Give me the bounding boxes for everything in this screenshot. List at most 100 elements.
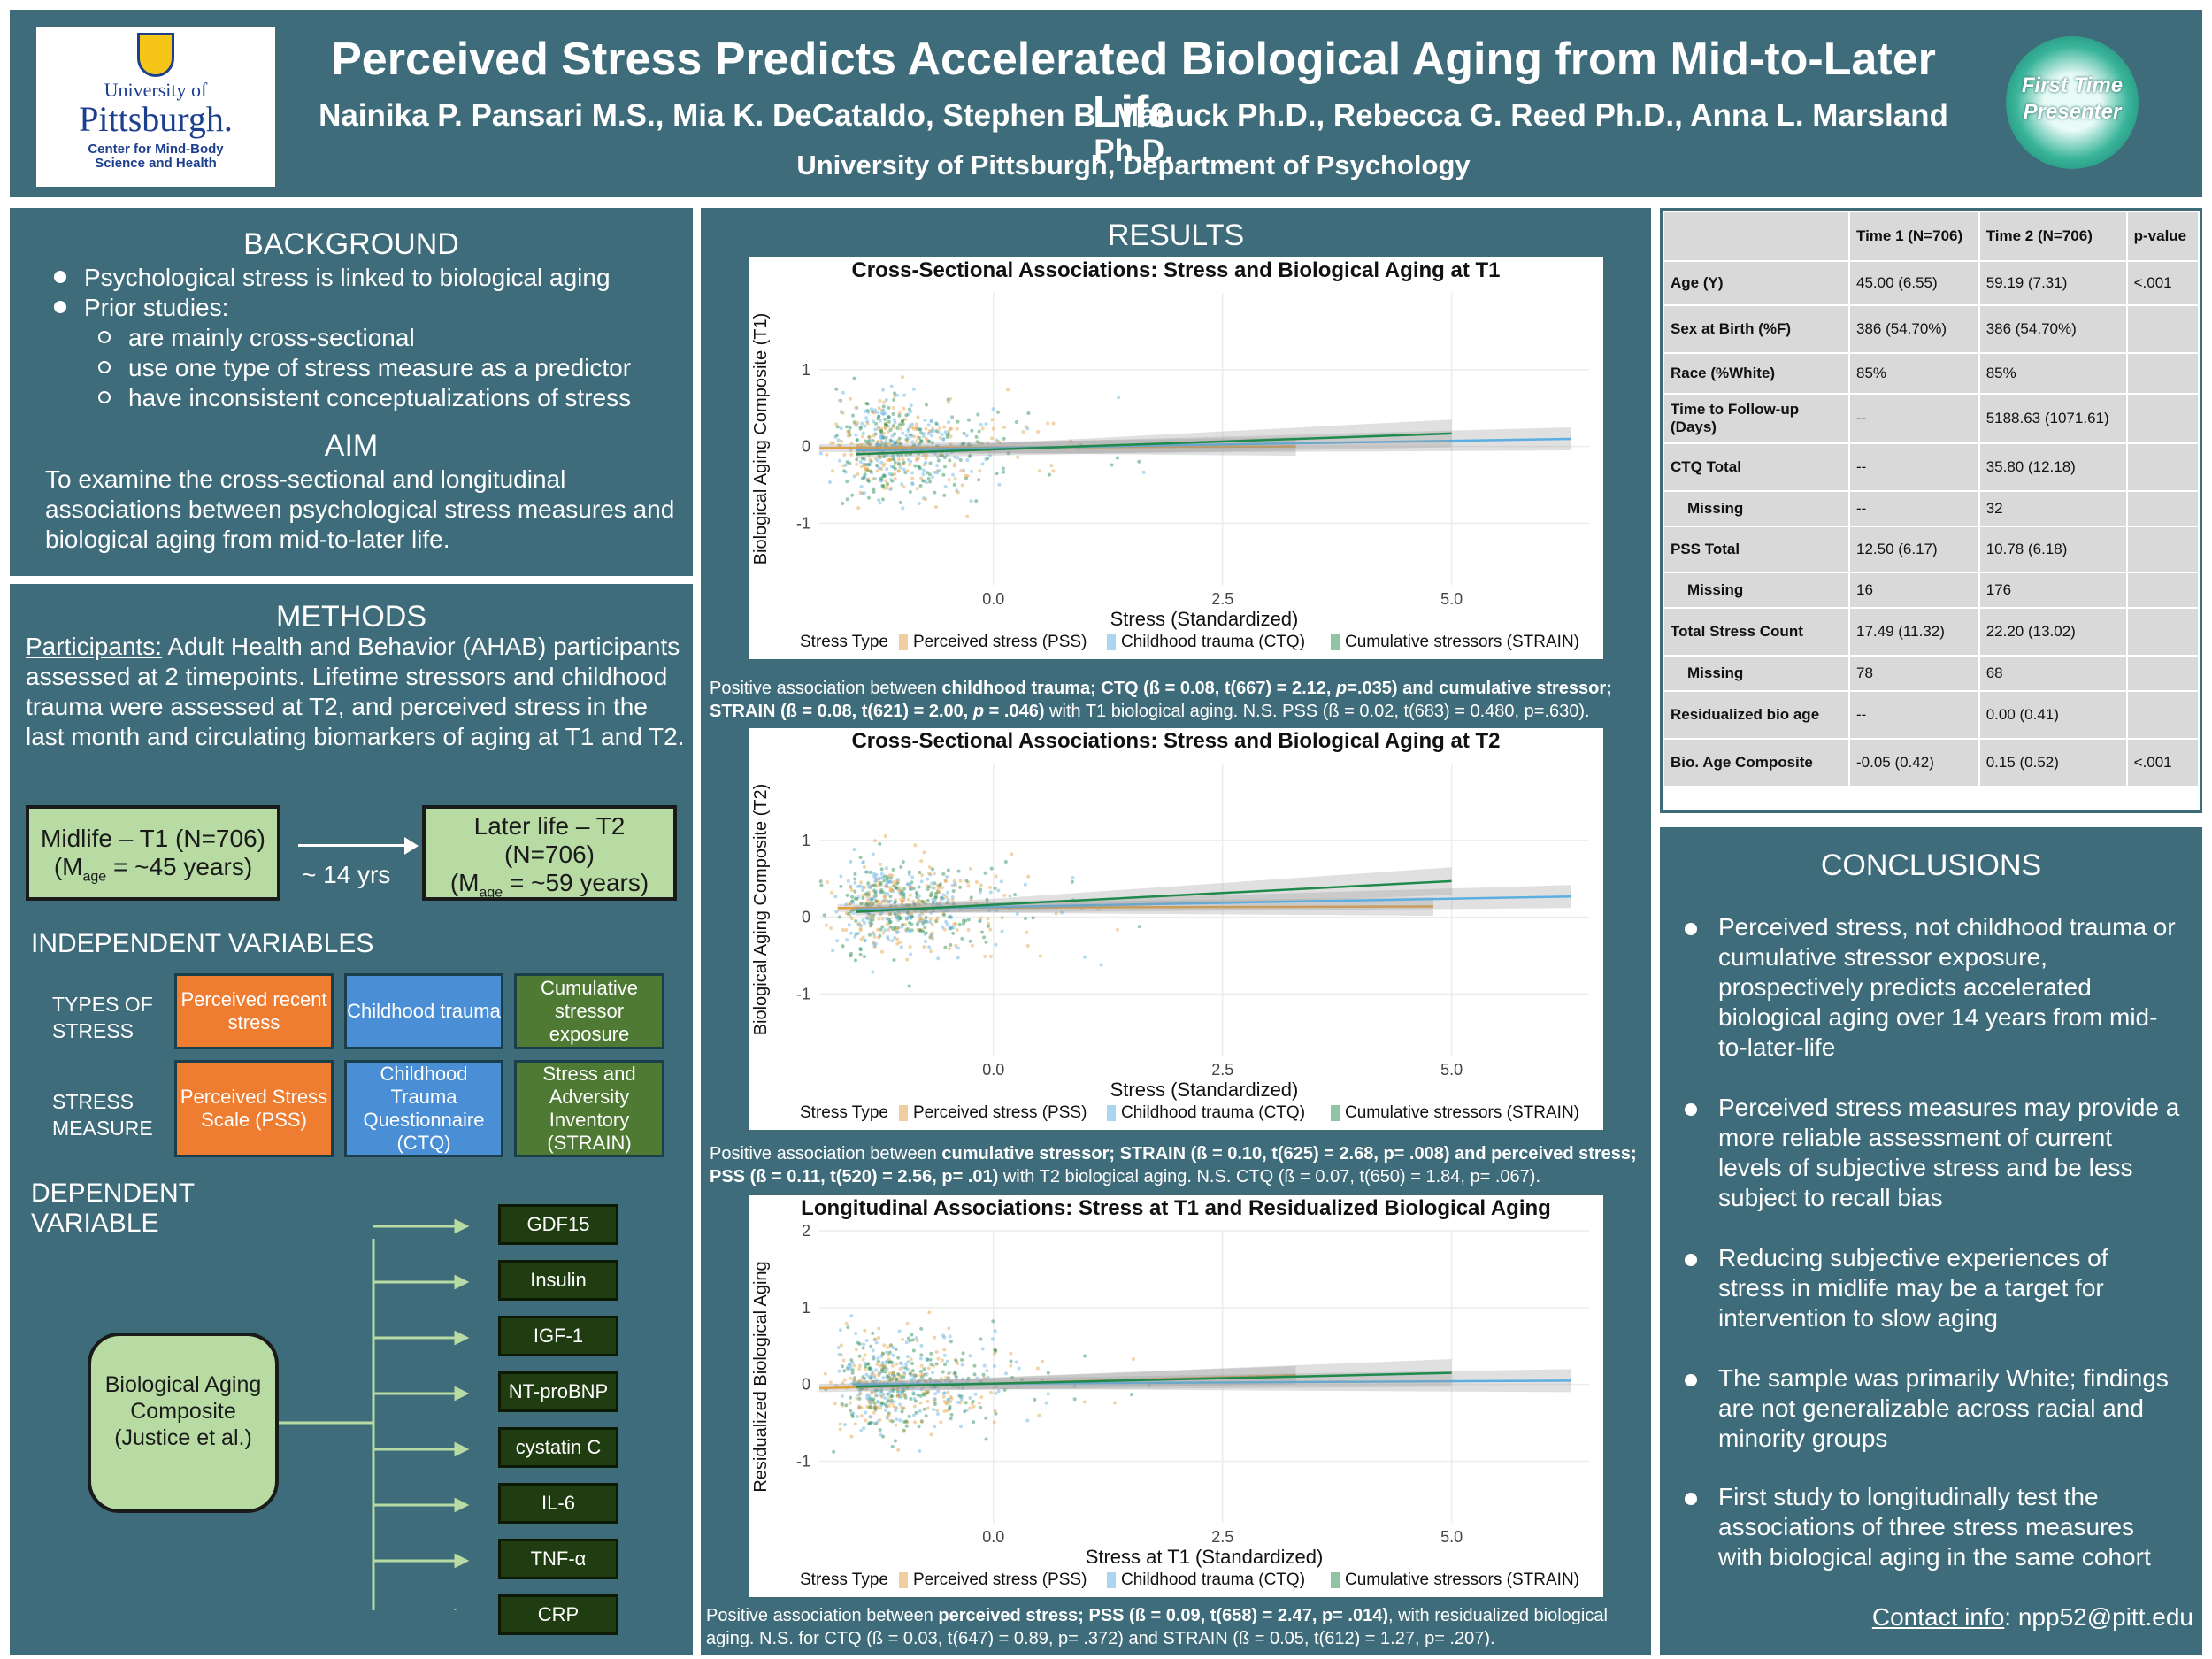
scatter-point xyxy=(890,1419,895,1424)
scatter-point xyxy=(994,1391,998,1395)
scatter-point xyxy=(890,479,895,483)
scatter-point xyxy=(901,506,905,511)
scatter-point xyxy=(941,1358,945,1363)
scatter-point xyxy=(879,411,884,415)
scatter-point xyxy=(1117,396,1121,400)
scatter-point xyxy=(919,879,924,884)
scatter-point xyxy=(896,457,901,462)
scatter-point xyxy=(874,1368,879,1372)
scatter-point xyxy=(891,880,895,885)
legend-item: Cumulative stressors (STRAIN) xyxy=(1345,1103,1579,1122)
scatter-point xyxy=(890,1372,895,1377)
scatter-point xyxy=(858,442,863,447)
scatter-point xyxy=(858,490,863,495)
scatter-point xyxy=(958,457,963,462)
scatter-point xyxy=(883,1408,887,1412)
scatter-point xyxy=(872,1356,876,1361)
scatter-point xyxy=(943,430,948,434)
scatter-point xyxy=(930,475,934,480)
scatter-point xyxy=(1037,1413,1041,1417)
scatter-point xyxy=(841,1358,846,1363)
scatter-point xyxy=(913,464,918,468)
scatter-point xyxy=(864,1380,869,1385)
scatter-point xyxy=(908,424,912,428)
scatter-point xyxy=(877,880,881,885)
scatter-point xyxy=(829,441,833,445)
scatter-point xyxy=(941,912,946,917)
scatter-point xyxy=(911,426,916,431)
scatter-point xyxy=(927,429,932,434)
scatter-point xyxy=(840,1394,844,1398)
scatter-point xyxy=(861,442,865,447)
scatter-point xyxy=(863,938,867,942)
scatter-point xyxy=(846,434,850,438)
scatter-point xyxy=(926,1357,930,1362)
scatter-point xyxy=(867,442,872,447)
contact-label: Contact info xyxy=(1871,1603,2005,1631)
scatter-point xyxy=(950,414,955,419)
table-cell: Sex at Birth (%F) xyxy=(1663,304,1850,354)
scatter-point xyxy=(906,1355,910,1359)
scatter-point xyxy=(1041,1359,1045,1363)
scatter-point xyxy=(949,1400,953,1404)
scatter-point xyxy=(891,889,895,894)
scatter-point xyxy=(942,1409,947,1414)
scatter-point xyxy=(895,443,900,448)
scatter-point xyxy=(926,1366,931,1371)
scatter-point xyxy=(887,1390,892,1394)
scatter-point xyxy=(958,1425,963,1429)
scatter-point xyxy=(834,422,839,426)
chart-t2-svg: Cross-Sectional Associations: Stress and… xyxy=(751,729,1589,1122)
scatter-point xyxy=(995,410,1000,414)
scatter-point xyxy=(1072,1384,1077,1388)
scatter-point xyxy=(929,419,933,423)
scatter-point xyxy=(906,457,910,462)
scatter-point xyxy=(927,935,932,940)
scatter-point xyxy=(899,426,903,431)
scatter-point xyxy=(866,884,871,888)
scatter-point xyxy=(942,927,947,932)
scatter-point xyxy=(980,930,985,934)
scatter-point xyxy=(911,887,916,891)
contact-email[interactable]: : npp52@pitt.edu xyxy=(2004,1603,2193,1631)
scatter-point xyxy=(895,1389,900,1394)
scatter-point xyxy=(892,457,896,462)
scatter-point xyxy=(894,1409,898,1413)
scatter-point xyxy=(852,1376,856,1380)
scatter-point xyxy=(1008,894,1012,898)
scatter-point xyxy=(987,454,992,458)
scatter-point xyxy=(902,898,906,902)
scatter-point xyxy=(874,899,879,903)
scatter-point xyxy=(895,393,900,397)
scatter-point xyxy=(880,483,885,488)
scatter-point xyxy=(1003,1371,1008,1376)
scatter-point xyxy=(898,442,902,447)
scatter-point xyxy=(911,1377,916,1381)
scatter-point xyxy=(914,458,918,463)
scatter-point xyxy=(895,879,899,883)
scatter-point xyxy=(886,1345,890,1349)
table-row: Race (%White) 85% 85% xyxy=(1663,352,2200,395)
scatter-point xyxy=(993,1409,997,1413)
scatter-point xyxy=(918,1356,923,1361)
scatter-point xyxy=(871,894,875,898)
scatter-point xyxy=(887,415,891,419)
scatter-point xyxy=(887,900,891,904)
chart-t1: Cross-Sectional Associations: Stress and… xyxy=(749,257,1603,659)
scatter-point xyxy=(862,462,866,466)
scatter-point xyxy=(930,886,934,890)
scatter-point xyxy=(932,1363,936,1368)
scatter-point xyxy=(944,1402,949,1406)
scatter-point xyxy=(867,1421,872,1425)
scatter-point xyxy=(848,885,852,889)
scatter-point xyxy=(848,1376,852,1380)
scatter-point xyxy=(949,442,953,447)
scatter-point xyxy=(949,1412,954,1417)
scatter-point xyxy=(955,488,959,493)
scatter-point xyxy=(878,1389,882,1394)
scatter-point xyxy=(929,893,933,897)
scatter-point xyxy=(853,422,857,426)
scatter-point xyxy=(872,434,876,438)
scatter-point xyxy=(924,1414,928,1418)
scatter-point xyxy=(886,425,890,429)
